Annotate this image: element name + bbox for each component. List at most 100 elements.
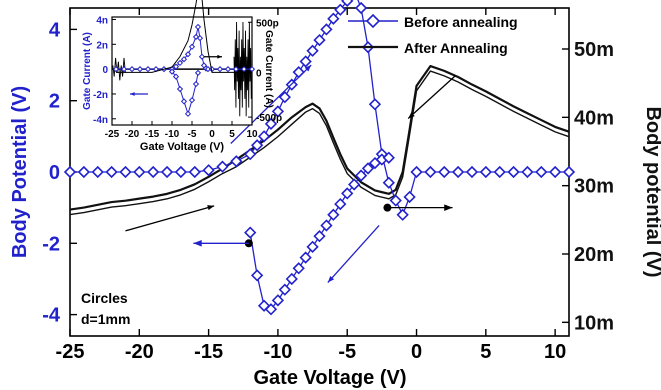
arrow-forward-up-head [304, 65, 312, 72]
before-annealing-point [174, 165, 188, 179]
inset-x-axis-label: Gate Voltage (V) [140, 141, 224, 153]
before-annealing-point [292, 262, 305, 275]
x-tick-label: -25 [56, 341, 85, 363]
inset-arrow-right-head [217, 54, 222, 59]
inset-blue-point-low [176, 85, 184, 93]
before-annealing-point [264, 303, 278, 316]
inset-y-tick-label-left: 0 [102, 65, 108, 76]
inset-blue-point-low [168, 68, 176, 75]
inset-blue-point [136, 66, 144, 73]
before-annealing-point [313, 33, 326, 47]
before-annealing-point [77, 165, 90, 179]
arrow-reverse-sweep-shaft [407, 75, 456, 120]
before-annealing-point [507, 165, 520, 179]
inset-blue-point [120, 66, 128, 73]
arrow-forward-up-shaft [230, 64, 312, 144]
inset-blue-point-low [184, 110, 192, 117]
before-annealing-point [424, 165, 437, 179]
before-annealing-point [133, 165, 146, 179]
y-tick-label-right: 10m [574, 312, 614, 334]
inset-blue-point [204, 66, 212, 73]
x-axis-label: Gate Voltage (V) [254, 367, 407, 389]
y-tick-label-left: -4 [42, 305, 61, 327]
before-annealing-point [306, 240, 319, 254]
arrow-reverse-down-shaft [327, 225, 380, 283]
inset-blue-point-low [192, 80, 200, 88]
before-annealing-point [493, 165, 506, 179]
arrow-to-right-axis-head [444, 204, 453, 211]
before-annealing-point [562, 165, 576, 179]
before-annealing-point [320, 23, 333, 36]
arrow-to-left-axis [193, 239, 249, 247]
before-annealing-point [216, 160, 229, 173]
before-annealing-point [244, 148, 257, 161]
before-annealing-point [521, 165, 534, 179]
annotation-circles: Circles [81, 290, 128, 306]
arrow-to-right-axis [387, 204, 453, 211]
inset-x-tick-label: 10 [246, 129, 258, 140]
x-tick-label: 0 [411, 341, 422, 363]
inset-blue-point [240, 66, 248, 73]
x-tick-label: -15 [194, 341, 223, 363]
before-annealing-point [368, 98, 382, 111]
inset-blue-point-low [194, 69, 202, 76]
before-annealing-point [257, 299, 271, 312]
x-tick-label: -5 [338, 341, 356, 363]
x-tick-label: -20 [125, 341, 154, 363]
inset-blue-point [144, 66, 152, 73]
before-annealing-point [348, 178, 361, 191]
y-tick-label-right: 30m [574, 176, 614, 198]
before-annealing-point [410, 165, 423, 179]
inset-y-tick-label-left: -4n [93, 115, 108, 126]
y-axis-label-right: Body potential (V) [642, 106, 661, 277]
inset-arrow-left [130, 92, 148, 96]
y-tick-label-left: 4 [49, 19, 61, 41]
legend: Before annealing After Annealing [348, 13, 518, 56]
before-annealing-point [354, 169, 368, 182]
before-annealing-point [230, 155, 243, 168]
before-annealing-point [382, 151, 395, 164]
before-annealing-point [535, 165, 548, 179]
y-tick-label-left: -2 [42, 233, 60, 255]
before-annealing-point [327, 12, 340, 25]
before-annealing-point [271, 105, 285, 118]
before-annealing-point [306, 44, 319, 57]
before-annealing-point [320, 219, 333, 232]
x-tick-label: -10 [263, 341, 292, 363]
inset-x-tick-label: -15 [145, 129, 160, 140]
inset-arrow-left-head [130, 92, 135, 96]
inset-blue-point-low [172, 73, 180, 80]
before-annealing-point [549, 165, 562, 179]
inset-black-line [116, 0, 252, 73]
inset-blue-point [180, 56, 188, 63]
before-annealing-point [278, 90, 291, 104]
sweep-arrows [125, 64, 456, 283]
inset-blue-point [188, 43, 196, 50]
inset-blue-point [196, 34, 204, 42]
inset-arrow-right [204, 54, 222, 59]
after-annealing-line [69, 64, 570, 211]
before-annealing-point [202, 164, 215, 177]
arrow-forward-sweep-shaft [125, 205, 215, 232]
before-annealing-point [403, 190, 416, 204]
before-annealing-point [361, 162, 375, 175]
inset-y-axis-label-left: Gate Current (A) [82, 32, 93, 110]
before-annealing-point [63, 165, 77, 179]
before-annealing-point [278, 283, 291, 296]
y-tick-label-left: 2 [49, 91, 60, 113]
y-tick-label-left: 0 [49, 162, 60, 184]
inset-blue-point [224, 66, 232, 73]
arrow-reverse-sweep-head [408, 112, 415, 119]
before-annealing-point [244, 226, 257, 239]
y-axis-label-left: Body Potential (V) [9, 86, 31, 258]
legend-before-label: Before annealing [404, 14, 518, 30]
inset-x-tick-label: -25 [105, 129, 120, 140]
before-annealing-point [438, 165, 451, 179]
before-annealing-point [250, 139, 264, 152]
after-annealing-layer [69, 64, 570, 216]
inset-chart: -25 -20 -15 -10 -5 0 5 10-4n-2n02n4n-500p0500pG… [82, 0, 282, 153]
arrow-forward-sweep-head [207, 205, 215, 211]
before-annealing-point [334, 197, 347, 211]
